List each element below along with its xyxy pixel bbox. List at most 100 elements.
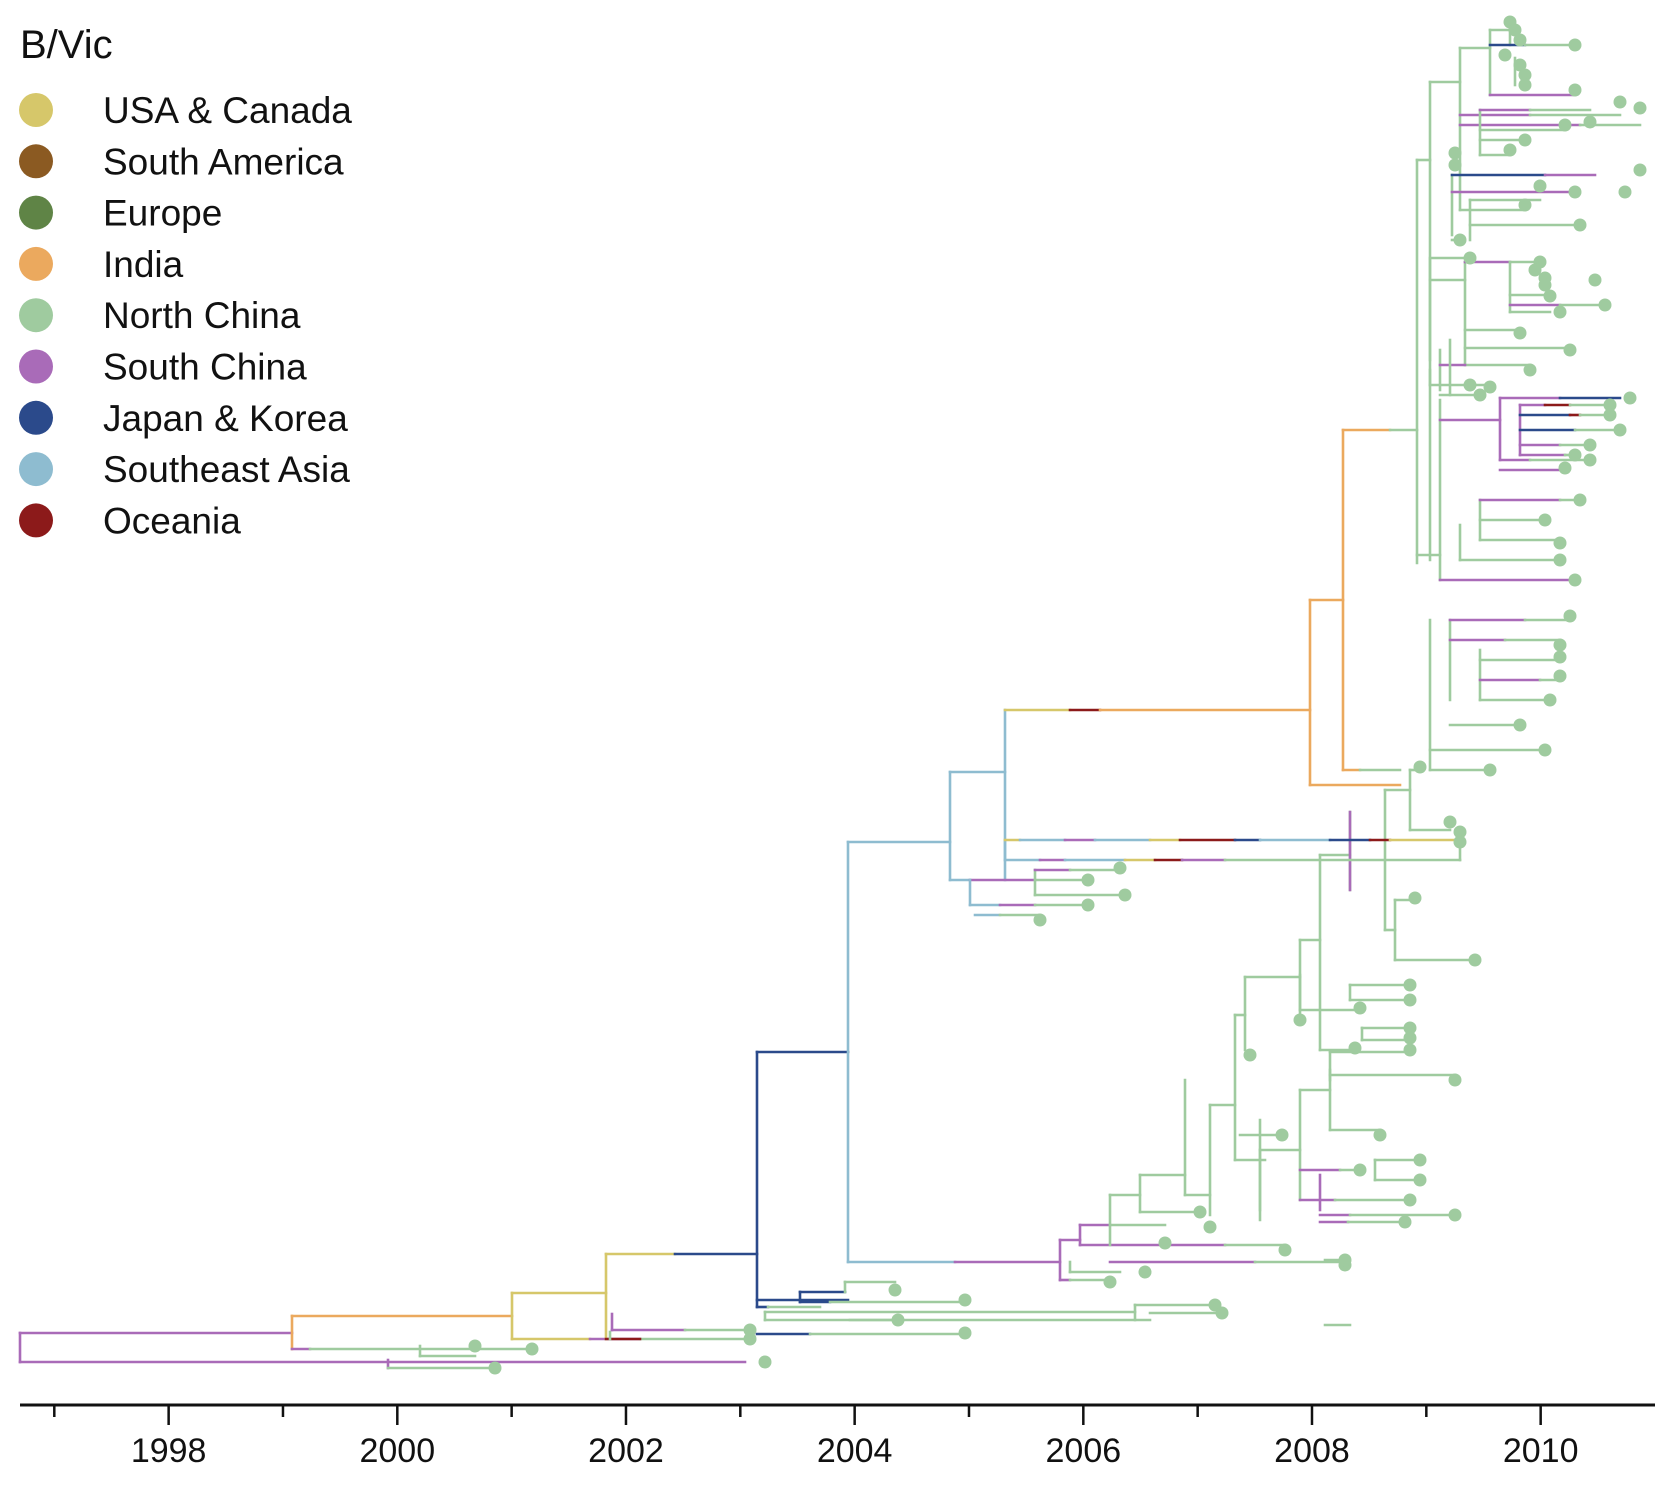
legend-label-jpk: Japan & Korea bbox=[103, 398, 348, 439]
tip-node bbox=[1513, 718, 1527, 732]
tick-label-2006: 2006 bbox=[1046, 1432, 1122, 1470]
tip-node bbox=[1413, 1173, 1427, 1187]
tip-node bbox=[1583, 453, 1597, 467]
tip-node bbox=[1348, 1041, 1362, 1055]
legend-swatch-nch bbox=[19, 298, 53, 333]
tip-node bbox=[1633, 101, 1647, 115]
tip-node bbox=[1568, 83, 1582, 97]
tip-node bbox=[1583, 115, 1597, 129]
tip-node bbox=[1203, 1220, 1217, 1234]
tip-node bbox=[1468, 953, 1482, 967]
tip-node bbox=[1463, 378, 1477, 392]
tip-node bbox=[1513, 33, 1527, 47]
tip-node bbox=[1633, 163, 1647, 177]
tip-node bbox=[1448, 1208, 1462, 1222]
tip-node bbox=[1598, 298, 1612, 312]
tip-node bbox=[1403, 1193, 1417, 1207]
tip-node bbox=[1275, 1128, 1289, 1142]
tip-node bbox=[1403, 1021, 1417, 1035]
region-legend: B/Vic USA & Canada South America Europe Ind… bbox=[19, 23, 352, 541]
tip-node bbox=[1403, 993, 1417, 1007]
tip-node bbox=[1553, 305, 1567, 319]
tip-node bbox=[1603, 408, 1617, 422]
tip-node bbox=[1543, 693, 1557, 707]
tip-node bbox=[1583, 438, 1597, 452]
tip-node bbox=[758, 1355, 772, 1369]
legend-swatch-eur bbox=[19, 195, 53, 230]
tip-node bbox=[1613, 423, 1627, 437]
tip-node bbox=[1568, 185, 1582, 199]
tick-label-1998: 1998 bbox=[131, 1432, 207, 1470]
tip-node bbox=[1518, 78, 1532, 92]
tip-node bbox=[1498, 48, 1512, 62]
legend-label-usa: USA & Canada bbox=[103, 90, 352, 131]
tip-node bbox=[1448, 1073, 1462, 1087]
tip-node bbox=[1215, 1306, 1229, 1320]
tip-node bbox=[1403, 1031, 1417, 1045]
tip-node bbox=[1338, 1253, 1352, 1267]
tip-node bbox=[1293, 1013, 1307, 1027]
tip-node bbox=[1523, 363, 1537, 377]
legend-swatch-sam bbox=[19, 144, 53, 179]
legend-label-sea: Southeast Asia bbox=[103, 449, 350, 490]
tip-node bbox=[1538, 743, 1552, 757]
tip-node bbox=[1398, 1215, 1412, 1229]
legend-label-sam: South America bbox=[103, 141, 344, 182]
tip-node bbox=[1613, 95, 1627, 109]
tip-node bbox=[1158, 1236, 1172, 1250]
tip-node bbox=[743, 1323, 757, 1337]
tip-node bbox=[1573, 218, 1587, 232]
tip-node bbox=[888, 1283, 902, 1297]
legend-label-nch: North China bbox=[103, 295, 301, 336]
tip-node bbox=[1453, 233, 1467, 247]
legend-swatch-jpk bbox=[19, 400, 53, 435]
tip-node bbox=[1618, 185, 1632, 199]
tip-node bbox=[1508, 23, 1522, 37]
tip-node bbox=[1243, 1048, 1257, 1062]
tip-node bbox=[1193, 1205, 1207, 1219]
tip-node bbox=[1568, 573, 1582, 587]
tip-node bbox=[1408, 891, 1422, 905]
tip-node bbox=[1413, 1153, 1427, 1167]
legend-label-sch: South China bbox=[103, 347, 307, 388]
tip-node bbox=[1403, 978, 1417, 992]
tip-node bbox=[1353, 1001, 1367, 1015]
tip-node bbox=[1113, 861, 1127, 875]
tip-node bbox=[1558, 461, 1572, 475]
tip-node bbox=[1403, 1043, 1417, 1057]
tip-node bbox=[1413, 760, 1427, 774]
tip-node bbox=[743, 1332, 757, 1346]
legend-label-ind: India bbox=[103, 244, 184, 285]
tip-node bbox=[1553, 638, 1567, 652]
tip-node bbox=[1568, 448, 1582, 462]
tip-node bbox=[1563, 343, 1577, 357]
tip-node bbox=[1588, 273, 1602, 287]
tip-node bbox=[1558, 118, 1572, 132]
tip-node bbox=[1033, 913, 1047, 927]
tip-node bbox=[1528, 263, 1542, 277]
tip-node bbox=[1513, 326, 1527, 340]
tick-label-2002: 2002 bbox=[588, 1432, 664, 1470]
tip-node bbox=[1463, 251, 1477, 265]
tip-node bbox=[958, 1293, 972, 1307]
time-axis: 1998 2000 2002 2004 2006 2008 2010 bbox=[20, 1403, 1655, 1470]
tip-node bbox=[1473, 388, 1487, 402]
tip-node bbox=[1118, 888, 1132, 902]
tip-node bbox=[1553, 650, 1567, 664]
tip-node bbox=[1483, 380, 1497, 394]
tip-node bbox=[1553, 553, 1567, 567]
tip-node bbox=[1603, 398, 1617, 412]
legend-swatch-oce bbox=[19, 503, 53, 538]
tip-node bbox=[1573, 493, 1587, 507]
legend-swatch-usa bbox=[19, 93, 53, 127]
tip-node bbox=[1513, 58, 1527, 72]
tip-node bbox=[891, 1313, 905, 1327]
tick-label-2000: 2000 bbox=[359, 1432, 435, 1470]
tip-node bbox=[468, 1339, 482, 1353]
tip-node bbox=[1538, 278, 1552, 292]
tip-node bbox=[488, 1361, 502, 1375]
tip-node bbox=[958, 1326, 972, 1340]
tip-node bbox=[1373, 1128, 1387, 1142]
legend-label-oce: Oceania bbox=[103, 500, 241, 541]
tip-node bbox=[1533, 179, 1547, 193]
